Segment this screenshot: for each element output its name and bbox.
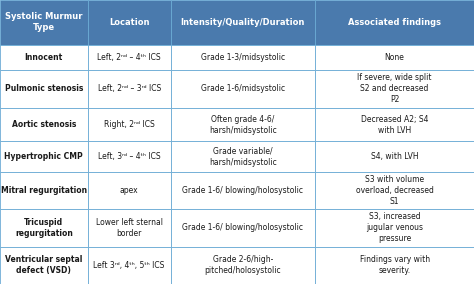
Text: Systolic Murmur
Type: Systolic Murmur Type: [5, 12, 82, 32]
Text: Innocent: Innocent: [25, 53, 63, 62]
Bar: [88, 209, 171, 247]
Text: Grade variable/
harsh/midsystolic: Grade variable/ harsh/midsystolic: [209, 147, 277, 167]
Bar: [88, 247, 171, 284]
Bar: [88, 45, 171, 70]
Bar: [171, 141, 315, 172]
Bar: [88, 70, 171, 108]
Text: Left, 2ⁿᵈ – 3ʳᵈ ICS: Left, 2ⁿᵈ – 3ʳᵈ ICS: [98, 84, 161, 93]
Bar: [315, 247, 474, 284]
Text: None: None: [385, 53, 404, 62]
Text: Ventricular septal
defect (VSD): Ventricular septal defect (VSD): [5, 255, 82, 275]
Text: Left, 2ⁿᵈ – 4ᵗʰ ICS: Left, 2ⁿᵈ – 4ᵗʰ ICS: [97, 53, 161, 62]
Text: Aortic stenosis: Aortic stenosis: [12, 120, 76, 129]
Text: Often grade 4-6/
harsh/midsystolic: Often grade 4-6/ harsh/midsystolic: [209, 114, 277, 135]
Text: Grade 2-6/high-
pitched/holosystolic: Grade 2-6/high- pitched/holosystolic: [205, 255, 281, 275]
Text: If severe, wide split
S2 and decreased
P2: If severe, wide split S2 and decreased P…: [357, 73, 432, 105]
Bar: [315, 0, 474, 45]
Bar: [0, 0, 88, 45]
Bar: [171, 209, 315, 247]
Bar: [0, 45, 88, 70]
Text: Hypertrophic CMP: Hypertrophic CMP: [4, 152, 83, 161]
Bar: [88, 0, 171, 45]
Text: Grade 1-6/ blowing/holosystolic: Grade 1-6/ blowing/holosystolic: [182, 186, 303, 195]
Text: Intensity/Quality/Duration: Intensity/Quality/Duration: [181, 18, 305, 27]
Bar: [315, 70, 474, 108]
Bar: [0, 209, 88, 247]
Text: Mitral regurgitation: Mitral regurgitation: [1, 186, 87, 195]
Bar: [171, 172, 315, 209]
Bar: [171, 0, 315, 45]
Bar: [171, 70, 315, 108]
Text: Lower left sternal
border: Lower left sternal border: [96, 218, 163, 238]
Bar: [171, 108, 315, 141]
Bar: [0, 70, 88, 108]
Text: Right, 2ⁿᵈ ICS: Right, 2ⁿᵈ ICS: [104, 120, 155, 129]
Bar: [88, 141, 171, 172]
Text: Location: Location: [109, 18, 149, 27]
Text: Grade 1-3/midsystolic: Grade 1-3/midsystolic: [201, 53, 285, 62]
Bar: [315, 141, 474, 172]
Bar: [315, 108, 474, 141]
Text: Grade 1-6/ blowing/holosystolic: Grade 1-6/ blowing/holosystolic: [182, 224, 303, 232]
Bar: [88, 108, 171, 141]
Bar: [171, 247, 315, 284]
Text: apex: apex: [120, 186, 138, 195]
Bar: [315, 45, 474, 70]
Bar: [171, 45, 315, 70]
Bar: [0, 141, 88, 172]
Text: S4, with LVH: S4, with LVH: [371, 152, 419, 161]
Bar: [0, 172, 88, 209]
Text: Pulmonic stenosis: Pulmonic stenosis: [5, 84, 83, 93]
Bar: [88, 172, 171, 209]
Text: Tricuspid
regurgitation: Tricuspid regurgitation: [15, 218, 73, 238]
Bar: [0, 247, 88, 284]
Bar: [315, 172, 474, 209]
Bar: [315, 209, 474, 247]
Text: Left 3ʳᵈ, 4ᵗʰ, 5ᵗʰ ICS: Left 3ʳᵈ, 4ᵗʰ, 5ᵗʰ ICS: [93, 261, 165, 270]
Text: S3 with volume
overload, decreased
S1: S3 with volume overload, decreased S1: [356, 175, 434, 206]
Text: S3, increased
jugular venous
pressure: S3, increased jugular venous pressure: [366, 212, 423, 243]
Bar: [0, 108, 88, 141]
Text: Associated findings: Associated findings: [348, 18, 441, 27]
Text: Grade 1-6/midsystolic: Grade 1-6/midsystolic: [201, 84, 285, 93]
Text: Findings vary with
severity.: Findings vary with severity.: [360, 255, 429, 275]
Text: Decreased A2; S4
with LVH: Decreased A2; S4 with LVH: [361, 114, 428, 135]
Text: Left, 3ʳᵈ – 4ᵗʰ ICS: Left, 3ʳᵈ – 4ᵗʰ ICS: [98, 152, 161, 161]
